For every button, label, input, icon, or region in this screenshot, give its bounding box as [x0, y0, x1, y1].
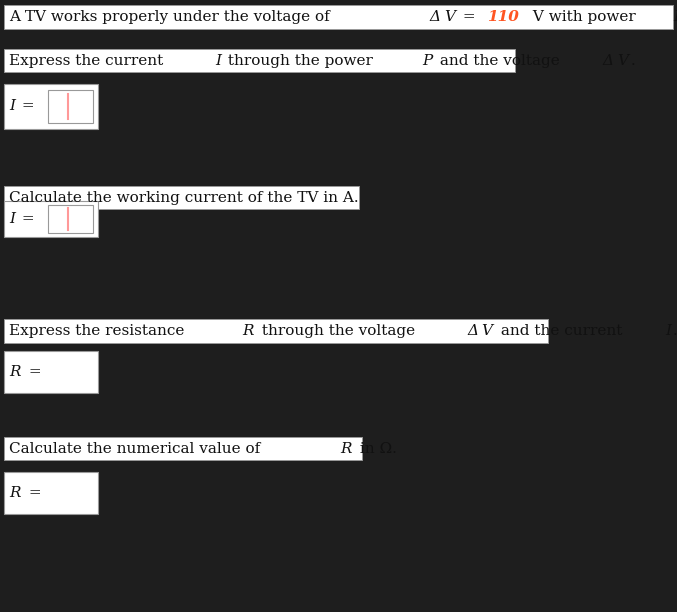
- Text: I: I: [9, 212, 16, 226]
- Text: =: =: [24, 365, 47, 379]
- Text: Δ: Δ: [603, 54, 614, 67]
- Bar: [4, 84, 98, 129]
- Text: P: P: [422, 54, 433, 67]
- Bar: [4, 5, 673, 29]
- Bar: [4, 201, 98, 237]
- Text: Express the current: Express the current: [9, 54, 169, 67]
- Bar: [4, 351, 98, 393]
- Text: R: R: [340, 442, 351, 455]
- Text: V: V: [481, 324, 492, 338]
- Text: through the power: through the power: [223, 54, 377, 67]
- Bar: [48, 205, 93, 233]
- Text: R: R: [9, 487, 21, 500]
- Text: =: =: [17, 100, 40, 113]
- Text: and the voltage: and the voltage: [435, 54, 565, 67]
- Text: Calculate the working current of the TV in A.: Calculate the working current of the TV …: [9, 191, 359, 204]
- Text: Calculate the numerical value of: Calculate the numerical value of: [9, 442, 265, 455]
- Bar: [4, 472, 98, 514]
- Bar: [4, 186, 359, 209]
- Text: R: R: [242, 324, 254, 338]
- Text: V: V: [617, 54, 628, 67]
- Text: =: =: [24, 487, 47, 500]
- Text: R: R: [9, 365, 21, 379]
- Bar: [48, 90, 93, 123]
- Text: and the current: and the current: [496, 324, 627, 338]
- Text: =: =: [17, 212, 40, 226]
- Text: A TV works properly under the voltage of: A TV works properly under the voltage of: [9, 10, 335, 24]
- Bar: [4, 437, 362, 460]
- Text: in Ω.: in Ω.: [355, 442, 397, 455]
- Text: =: =: [458, 10, 481, 24]
- Bar: [4, 49, 515, 72]
- Text: I: I: [215, 54, 221, 67]
- Text: .: .: [631, 54, 636, 67]
- Text: P: P: [674, 10, 677, 24]
- Text: Express the resistance: Express the resistance: [9, 324, 190, 338]
- Text: .: .: [673, 324, 677, 338]
- Text: Δ: Δ: [467, 324, 478, 338]
- Text: V with power: V with power: [528, 10, 641, 24]
- Text: I: I: [665, 324, 671, 338]
- Bar: [4, 319, 548, 343]
- Text: 110: 110: [487, 10, 519, 24]
- Text: I: I: [9, 100, 16, 113]
- Text: Δ: Δ: [430, 10, 441, 24]
- Text: V: V: [444, 10, 455, 24]
- Text: through the voltage: through the voltage: [257, 324, 420, 338]
